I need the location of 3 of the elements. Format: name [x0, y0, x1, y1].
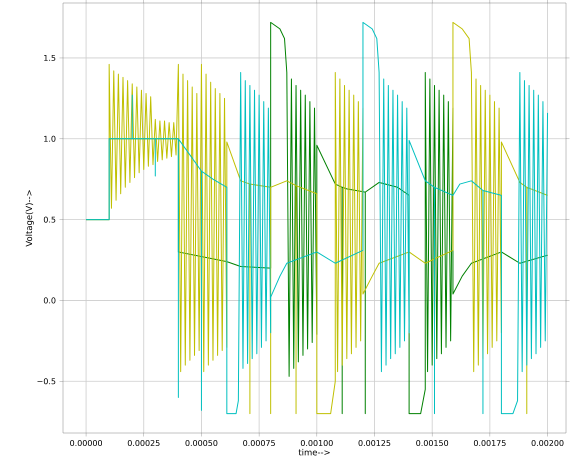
x-axis-title: time-->	[298, 448, 330, 456]
line-series	[86, 22, 548, 414]
y-axis-title: Voltage(V)-->	[26, 190, 34, 247]
